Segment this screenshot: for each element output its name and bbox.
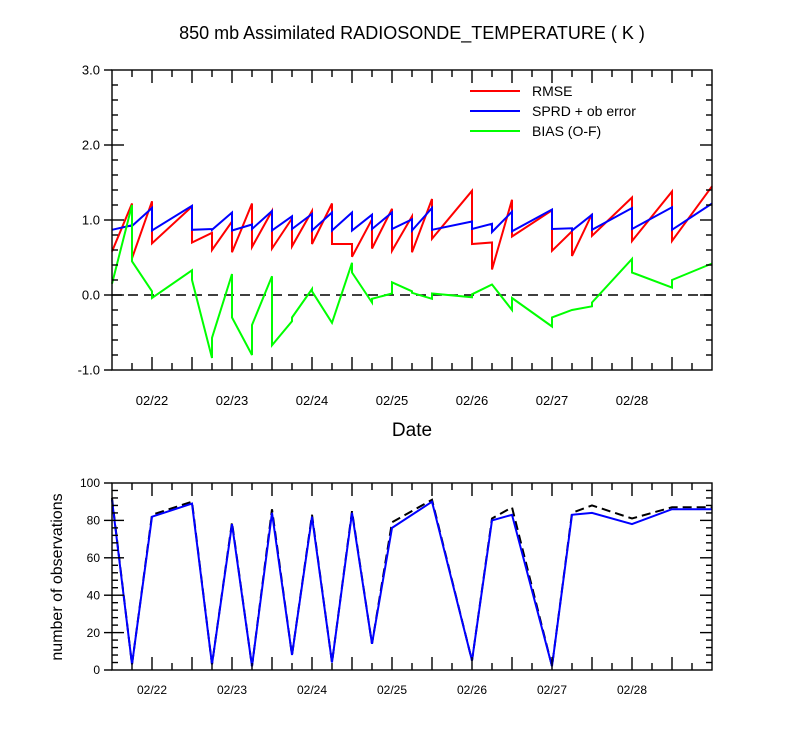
- bottom-x-tick-label: 02/23: [217, 683, 247, 697]
- top-x-tick-label: 02/28: [616, 393, 649, 408]
- legend-bias-label: BIAS (O-F): [532, 123, 601, 139]
- bottom-y-tick-label: 100: [80, 476, 100, 490]
- bottom-y-tick-label: 60: [87, 551, 101, 565]
- bottom-x-tick-label: 02/26: [457, 683, 487, 697]
- bottom-x-tick-label: 02/24: [297, 683, 327, 697]
- bottom-y-tick-label: 20: [87, 626, 101, 640]
- bottom-x-tick-label: 02/28: [617, 683, 647, 697]
- bottom-series-assimilated-line: [111, 499, 712, 667]
- bottom-y-tick-label: 80: [87, 514, 101, 528]
- top-y-tick-label: 3.0: [82, 63, 100, 78]
- top-y-tick-label: 0.0: [82, 288, 100, 303]
- top-y-tick-label: 2.0: [82, 138, 100, 153]
- bottom-x-tick-label: 02/22: [137, 683, 167, 697]
- bottom-x-tick-label: 02/27: [537, 683, 567, 697]
- bottom-x-tick-label: 02/25: [377, 683, 407, 697]
- top-series-sprd-ob-error-line: [111, 202, 713, 235]
- legend-rmse-label: RMSE: [532, 83, 572, 99]
- top-y-tick-label: -1.0: [78, 363, 100, 378]
- legend-sprd-label: SPRD + ob error: [532, 103, 636, 119]
- bottom-y-axis-label: number of observations: [49, 493, 66, 660]
- bottom-y-tick-label: 40: [87, 588, 101, 602]
- top-x-tick-label: 02/24: [296, 393, 329, 408]
- top-x-tick-label: 02/25: [376, 393, 409, 408]
- top-series-rmse-line: [111, 185, 713, 270]
- legend: RMSE SPRD + ob error BIAS (O-F): [470, 83, 636, 139]
- bottom-y-tick-label: 0: [93, 663, 100, 677]
- bottom-panel: 02/22 02/23 02/24 02/25 02/26 02/27 02/28 0 20 40…: [80, 476, 713, 697]
- top-x-tick-label: 02/27: [536, 393, 569, 408]
- top-x-tick-label: 02/26: [456, 393, 489, 408]
- chart-title: 850 mb Assimilated RADIOSONDE_TEMPERATUR…: [179, 23, 645, 44]
- top-panel: 02/22 02/23 02/24 02/25 02/26 02/27 02/28 -1.0 0…: [78, 63, 713, 408]
- top-y-tick-label: 1.0: [82, 213, 100, 228]
- top-series-bias-o-f-line: [111, 204, 713, 359]
- top-x-axis-label: Date: [392, 420, 432, 441]
- top-x-tick-label: 02/22: [136, 393, 169, 408]
- top-x-tick-label: 02/23: [216, 393, 249, 408]
